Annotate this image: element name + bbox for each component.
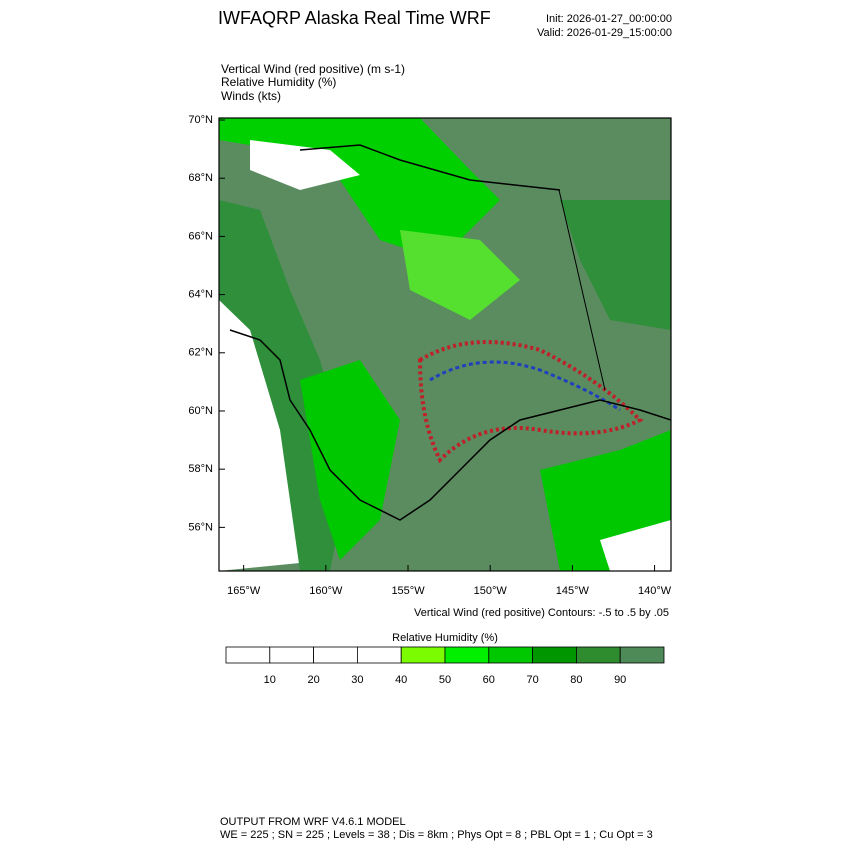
x-tick-label: 160°W (309, 585, 343, 597)
colorbar-box (269, 646, 314, 664)
field-label: Winds (kts) (221, 89, 281, 103)
colorbar-tick-label: 90 (614, 674, 626, 686)
valid-time: Valid: 2026-01-29_15:00:00 (537, 27, 672, 39)
x-tick-label: 140°W (638, 585, 672, 597)
colorbar-tick-label: 70 (526, 674, 538, 686)
y-tick-label: 58°N (188, 463, 213, 475)
colorbar-box (225, 646, 271, 664)
footer-line: WE = 225 ; SN = 225 ; Levels = 38 ; Dis … (220, 829, 653, 841)
contour-note: Vertical Wind (red positive) Contours: -… (414, 607, 669, 619)
y-tick-label: 70°N (188, 114, 213, 126)
colorbar-tick-label: 80 (570, 674, 582, 686)
map-field (219, 118, 671, 571)
colorbar-box (313, 646, 358, 664)
field-label: Relative Humidity (%) (221, 75, 336, 89)
y-tick-label: 56°N (188, 521, 213, 533)
colorbar-tick-label: 10 (264, 674, 276, 686)
x-tick-label: 150°W (474, 585, 508, 597)
colorbar-box (619, 646, 665, 664)
y-tick-label: 64°N (188, 289, 213, 301)
colorbar-tick-label: 40 (395, 674, 407, 686)
x-tick-label: 145°W (556, 585, 590, 597)
y-tick-label: 62°N (188, 347, 213, 359)
colorbar-box (488, 646, 533, 664)
x-tick-label: 155°W (391, 585, 425, 597)
title: IWFAQRP Alaska Real Time WRF (218, 8, 491, 28)
y-tick-label: 66°N (188, 230, 213, 242)
colorbar-tick-label: 30 (351, 674, 363, 686)
y-tick-label: 60°N (188, 405, 213, 417)
colorbar-tick-label: 20 (307, 674, 319, 686)
field-label: Vertical Wind (red positive) (m s-1) (221, 62, 405, 76)
colorbar-box (532, 646, 577, 664)
colorbar-tick-label: 60 (483, 674, 495, 686)
x-tick-label: 165°W (227, 585, 261, 597)
colorbar-box (576, 646, 621, 664)
colorbar-box (356, 646, 402, 664)
init-time: Init: 2026-01-27_00:00:00 (546, 13, 672, 25)
map-frame (218, 117, 672, 572)
colorbar-tick-label: 50 (439, 674, 451, 686)
y-tick-label: 68°N (188, 172, 213, 184)
footer-line: OUTPUT FROM WRF V4.6.1 MODEL (220, 816, 406, 828)
colorbar-box (444, 646, 490, 664)
colorbar-box (400, 646, 446, 664)
colorbar-title: Relative Humidity (%) (392, 632, 498, 644)
